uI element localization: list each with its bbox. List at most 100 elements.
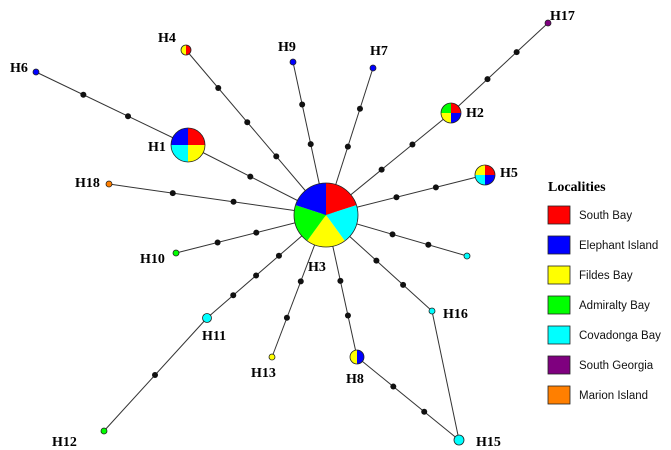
- pie-outline: [180, 44, 192, 56]
- median-vector-dot: [432, 184, 439, 191]
- median-vector-dot: [215, 85, 222, 92]
- pie-outline: [440, 102, 462, 124]
- legend-label: Fildes Bay: [579, 270, 633, 282]
- haplotype-label-h2: H2: [466, 106, 484, 121]
- haplotype-label-h10: H10: [140, 252, 165, 267]
- median-vector-dot: [230, 198, 237, 205]
- legend-label: South Georgia: [579, 360, 654, 372]
- median-vector-dot: [378, 166, 385, 173]
- haplotype-label-h15: H15: [476, 435, 501, 450]
- median-vector-dot: [244, 119, 251, 126]
- legend-label: Marion Island: [579, 390, 648, 402]
- haplotype-label-h16: H16: [443, 307, 468, 322]
- haplotype-node-h12: [100, 427, 108, 435]
- haplotype-node-h13: [268, 353, 276, 361]
- haplotype-node-h16: [428, 307, 436, 315]
- pie-outline: [349, 349, 365, 365]
- median-vector-dot: [400, 281, 407, 288]
- median-vector-dot: [373, 257, 380, 264]
- edge-H3-H4: [185, 49, 327, 216]
- pie-slice: [105, 180, 113, 188]
- pie-outline: [170, 127, 206, 163]
- network-edges: [35, 22, 549, 441]
- median-vector-dot: [484, 76, 491, 83]
- median-vector-dot: [253, 272, 260, 279]
- haplotype-label-h4: H4: [158, 31, 176, 46]
- haplotype-node-h6: [32, 68, 40, 76]
- pie-slice: [172, 249, 180, 257]
- pie-slice: [369, 64, 377, 72]
- pie-slice: [188, 128, 205, 145]
- pie-slice: [100, 427, 108, 435]
- median-vector-dot: [275, 252, 282, 259]
- haplotype-node-h8: [349, 349, 365, 365]
- pie-slice: [32, 68, 40, 76]
- pie-slice: [441, 113, 451, 123]
- haplotype-nodes: [32, 19, 552, 446]
- median-vector-dot: [230, 292, 237, 299]
- haplotype-label-h18: H18: [75, 176, 100, 191]
- edge-H3-H18: [108, 183, 327, 216]
- median-vector-dot: [283, 314, 290, 321]
- legend-label: Admiralty Bay: [579, 300, 650, 312]
- haplotype-label-h17: H17: [550, 9, 575, 24]
- legend-swatch: [547, 325, 571, 345]
- haplotype-label-h11: H11: [202, 329, 226, 344]
- haplotype-label-h1: H1: [148, 140, 166, 155]
- pie-slice: [186, 45, 191, 55]
- haplotype-label-h7: H7: [370, 44, 388, 59]
- median-vector-dot: [299, 101, 306, 108]
- haplotype-label-h9: H9: [278, 40, 296, 55]
- haplotype-node-h5: [474, 164, 496, 186]
- pie-slice: [268, 353, 276, 361]
- haplotype-label-h12: H12: [52, 435, 77, 450]
- legend-swatch: [547, 205, 571, 225]
- legend-title: Localities: [548, 180, 606, 195]
- pie-slice: [326, 183, 357, 215]
- haplotype-label-h6: H6: [10, 61, 28, 76]
- pie-slice: [202, 313, 212, 323]
- haplotype-label-h8: H8: [346, 372, 364, 387]
- median-vector-dot: [253, 229, 260, 236]
- pie-slice: [451, 113, 461, 123]
- pie-slice: [181, 45, 186, 55]
- pie-slice: [463, 252, 471, 260]
- pie-slice: [294, 205, 326, 241]
- median-vector-dot: [337, 277, 344, 284]
- median-vector-dot: [151, 372, 158, 379]
- pie-slice: [475, 165, 485, 175]
- haplotype-label-h13: H13: [251, 366, 276, 381]
- pie-slice: [350, 350, 357, 364]
- pie-slice: [451, 103, 461, 113]
- pie-slice: [485, 165, 495, 175]
- legend-swatch: [547, 265, 571, 285]
- median-vector-dot: [425, 241, 432, 248]
- median-vector-dot: [80, 91, 87, 98]
- pie-slice: [544, 19, 552, 27]
- pie-slice: [171, 128, 188, 145]
- haplotype-node-h7: [369, 64, 377, 72]
- pie-slice: [453, 434, 465, 446]
- pie-outline: [474, 164, 496, 186]
- edge-H1-H6: [35, 71, 189, 146]
- median-vector-dot: [409, 141, 416, 148]
- median-vector-dot: [513, 49, 520, 56]
- median-vector-dot: [421, 408, 428, 415]
- median-vector-dot: [214, 239, 221, 246]
- haplotype-labels: H1 H2 H3 H4 H5 H6 H7 H8 H9 H10 H11 H12 H13 H15 H16 H17 H…: [10, 9, 575, 450]
- pie-outline: [293, 182, 359, 248]
- haplotype-node-unlabeled: [463, 252, 471, 260]
- haplotype-node-h1: [170, 127, 206, 163]
- haplotype-node-h3: [293, 182, 359, 248]
- pie-slice: [307, 215, 345, 248]
- median-vectors: [80, 49, 520, 415]
- haplotype-node-h9: [289, 58, 297, 66]
- legend: Localities South Bay Elephant Island Filde…: [547, 180, 661, 405]
- haplotype-node-h4: [180, 44, 192, 56]
- pie-slice: [357, 350, 364, 364]
- legend-swatch: [547, 385, 571, 405]
- haplotype-node-h2: [440, 102, 462, 124]
- pie-slice: [326, 205, 358, 241]
- edge-H2-H17: [450, 22, 549, 114]
- legend-label: Elephant Island: [579, 240, 658, 252]
